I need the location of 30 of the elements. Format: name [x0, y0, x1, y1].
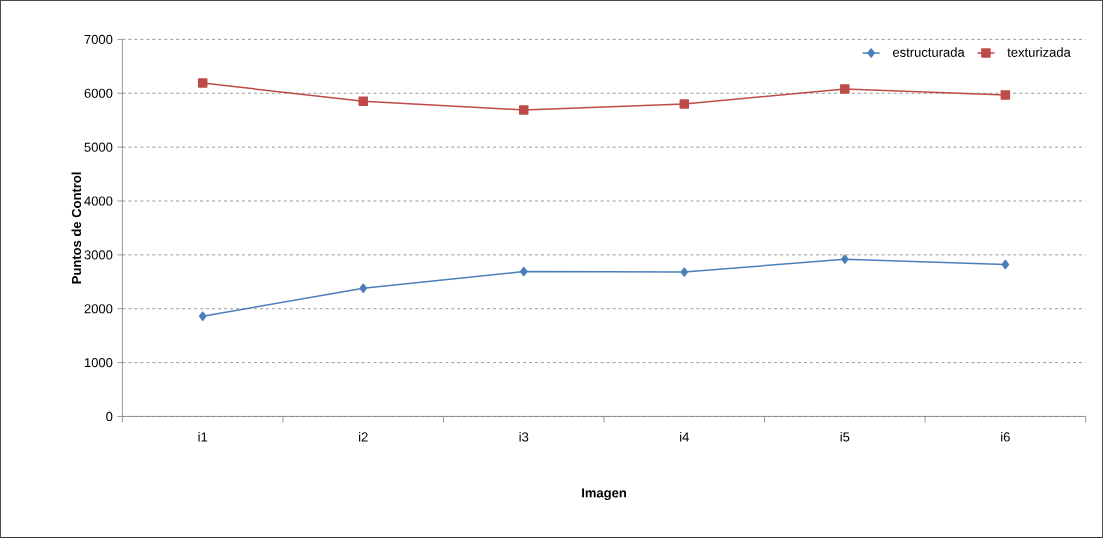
x-tick-label: i5: [840, 432, 850, 442]
point: [1001, 259, 1010, 270]
x-axis-title: Imagen: [582, 488, 626, 501]
x-tick-label: i3: [519, 432, 529, 442]
point: [520, 266, 528, 277]
legend-label: estructurada: [892, 47, 965, 57]
y-tick-label: 2000: [84, 304, 113, 314]
y-axis-title: Puntos de Control: [71, 172, 82, 284]
y-tick-label: 4000: [84, 196, 113, 206]
y-tick-label: 1000: [84, 358, 113, 368]
point: [841, 254, 849, 264]
legend-label: texturizada: [1007, 47, 1071, 57]
x-tick-label: i2: [359, 432, 368, 442]
x-tick-label: i4: [680, 432, 689, 442]
point: [198, 311, 207, 322]
y-tick-label: 7000: [84, 34, 113, 45]
y-tick-label: 3000: [84, 250, 113, 260]
point: [680, 267, 689, 277]
point: [679, 99, 690, 109]
point: [840, 84, 850, 94]
point: [1000, 90, 1011, 100]
x-tick-label: i1: [198, 432, 208, 442]
point: [519, 105, 529, 115]
point: [358, 96, 368, 107]
point: [359, 283, 367, 294]
y-tick-label: 0: [106, 411, 113, 422]
y-tick-label: 6000: [84, 88, 113, 98]
y-tick-label: 5000: [84, 142, 113, 152]
point: [197, 78, 208, 88]
x-tick-label: i6: [1001, 432, 1010, 442]
